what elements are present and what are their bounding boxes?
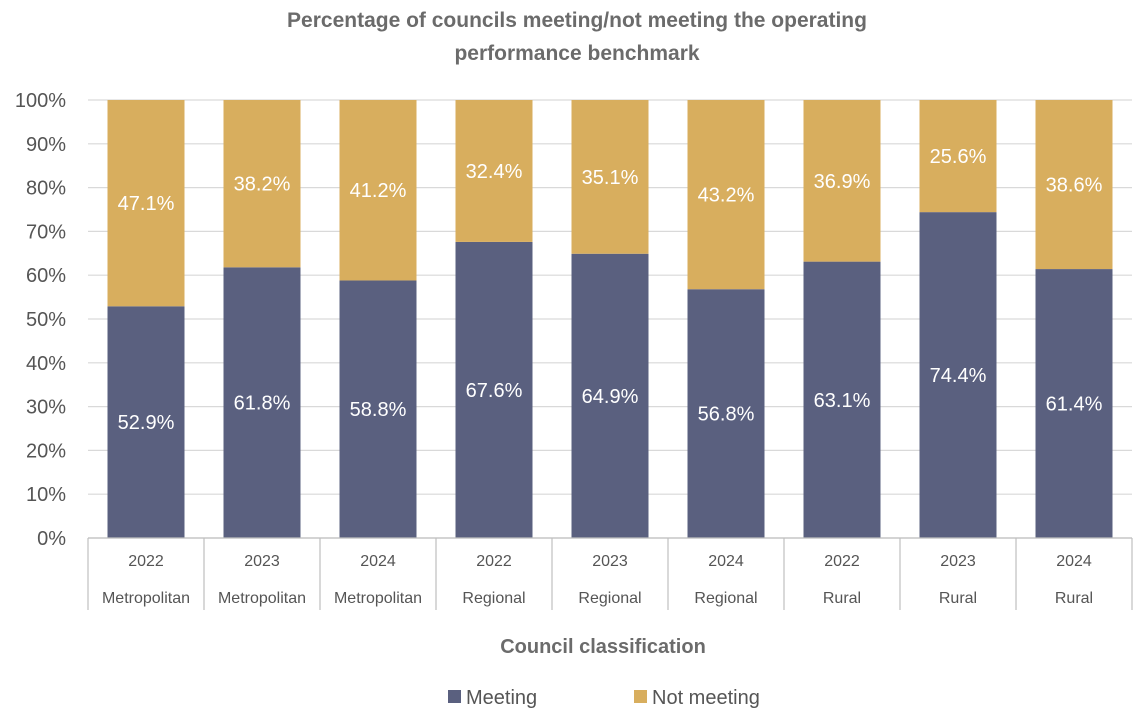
data-label-meeting: 67.6% [466, 380, 523, 402]
legend-label-meeting: Meeting [466, 687, 537, 709]
y-tick-label: 100% [15, 90, 66, 112]
x-tick-label-year: 2022 [476, 553, 512, 570]
bar-meeting [919, 212, 997, 539]
data-label-not-meeting: 32.4% [466, 161, 523, 183]
y-tick-label: 80% [26, 178, 66, 200]
y-tick-label: 40% [26, 353, 66, 375]
y-tick-label: 50% [26, 309, 66, 331]
data-label-meeting: 74.4% [930, 365, 987, 387]
bar-meeting [455, 241, 533, 539]
bar-meeting [571, 253, 649, 538]
y-tick-label: 90% [26, 134, 66, 156]
x-tick-label-year: 2024 [360, 553, 396, 570]
y-tick-label: 30% [26, 397, 66, 419]
bar-not-meeting [223, 100, 301, 268]
bar-not-meeting [687, 100, 765, 290]
chart-title-line-2: performance benchmark [454, 42, 699, 65]
legend: Meeting Not meeting [448, 687, 760, 709]
x-tick-label-group: Metropolitan [334, 590, 422, 607]
y-axis: 0% 10% 20% 30% 40% 50% 60% 70% 80% 90% 100% [15, 90, 66, 550]
data-label-meeting: 63.1% [814, 390, 871, 412]
y-tick-label: 70% [26, 221, 66, 243]
y-tick-label: 0% [37, 528, 66, 550]
data-label-meeting: 56.8% [698, 404, 755, 426]
data-label-meeting: 64.9% [582, 386, 639, 408]
x-tick-label-group: Regional [462, 590, 525, 607]
bar-not-meeting [339, 100, 417, 281]
x-tick-label-year: 2024 [708, 553, 744, 570]
x-tick-label-group: Regional [694, 590, 757, 607]
bar-meeting [687, 289, 765, 538]
data-label-not-meeting: 41.2% [350, 180, 407, 202]
data-label-meeting: 61.4% [1046, 394, 1103, 416]
bar-not-meeting [1035, 100, 1113, 270]
bars [107, 100, 1113, 539]
y-tick-label: 10% [26, 484, 66, 506]
data-label-not-meeting: 36.9% [814, 171, 871, 193]
x-axis-title: Council classification [500, 636, 706, 658]
x-tick-label-year: 2023 [592, 553, 628, 570]
data-label-not-meeting: 35.1% [582, 167, 639, 189]
x-tick-label-year: 2023 [244, 553, 280, 570]
bar-meeting [223, 267, 301, 538]
x-tick-label-year: 2022 [824, 553, 860, 570]
x-tick-label-group: Rural [823, 590, 861, 607]
bar-meeting [339, 280, 417, 538]
data-label-not-meeting: 38.6% [1046, 175, 1103, 197]
bar-meeting [803, 261, 881, 538]
y-tick-label: 20% [26, 440, 66, 462]
data-label-not-meeting: 43.2% [698, 185, 755, 207]
data-label-meeting: 58.8% [350, 399, 407, 421]
data-label-not-meeting: 25.6% [930, 146, 987, 168]
x-tick-label-year: 2022 [128, 553, 164, 570]
bar-not-meeting [571, 100, 649, 254]
x-tick-label-group: Metropolitan [102, 590, 190, 607]
data-labels: 52.9% 47.1% 61.8% 38.2% 58.8% 41.2% 67.6% 32.4%… [118, 146, 1103, 434]
bar-meeting [1035, 269, 1113, 538]
bar-not-meeting [455, 100, 533, 242]
data-label-not-meeting: 38.2% [234, 174, 291, 196]
x-tick-label-group: Metropolitan [218, 590, 306, 607]
legend-label-not-meeting: Not meeting [652, 687, 760, 709]
x-tick-label-group: Rural [1055, 590, 1093, 607]
legend-swatch-meeting [448, 690, 461, 703]
chart-title-line-1: Percentage of councils meeting/not meeti… [287, 9, 867, 32]
legend-swatch-not-meeting [634, 690, 647, 703]
bar-not-meeting [803, 100, 881, 262]
x-tick-label-group: Rural [939, 590, 977, 607]
bar-meeting [107, 306, 185, 538]
x-tick-label-year: 2023 [940, 553, 976, 570]
x-tick-label-group: Regional [578, 590, 641, 607]
y-tick-label: 60% [26, 265, 66, 287]
x-axis: 2022 Metropolitan 2023 Metropolitan 2024 Metr… [87, 537, 1133, 610]
data-label-meeting: 52.9% [118, 412, 175, 434]
bar-not-meeting [107, 100, 185, 307]
bar-not-meeting [919, 100, 997, 213]
data-label-meeting: 61.8% [234, 393, 291, 415]
x-tick-label-year: 2024 [1056, 553, 1092, 570]
data-label-not-meeting: 47.1% [118, 193, 175, 215]
